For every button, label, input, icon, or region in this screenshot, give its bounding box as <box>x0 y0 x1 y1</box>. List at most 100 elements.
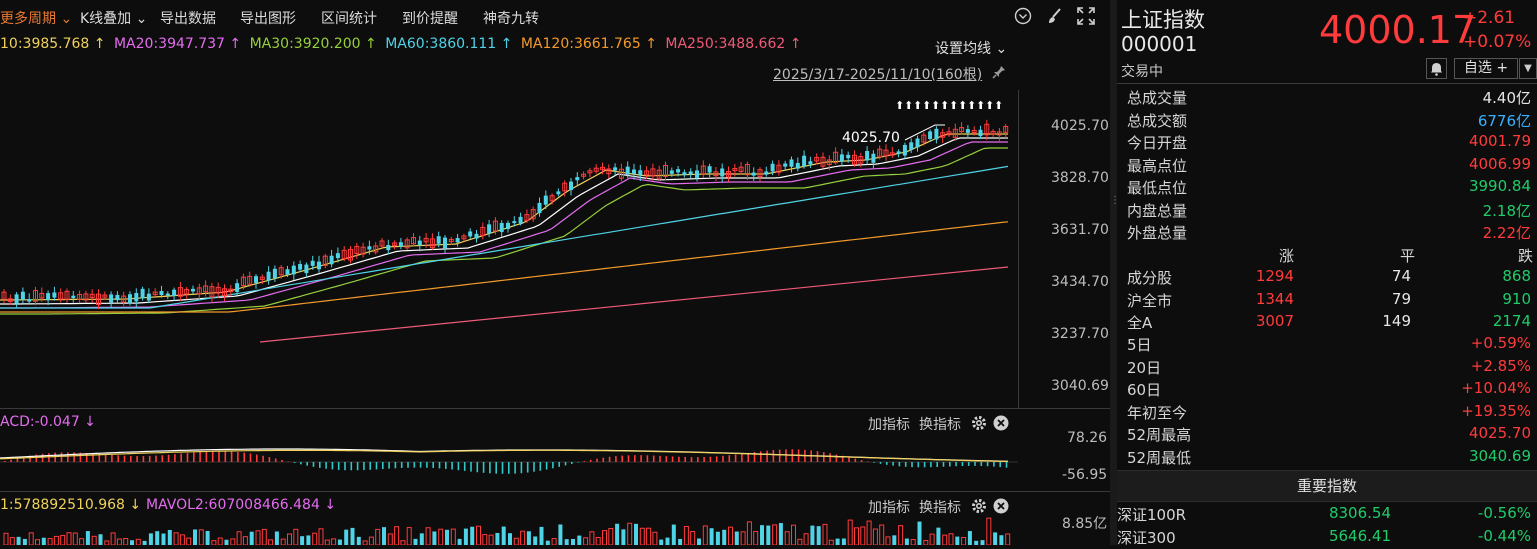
vol-swap-indicator-button[interactable]: 换指标 <box>919 500 961 516</box>
period-label: 20日 <box>1127 358 1162 377</box>
candle-down <box>20 291 25 300</box>
macd-bar <box>167 454 170 462</box>
ma-settings-button[interactable]: 设置均线 ⌄ <box>935 41 1008 57</box>
gear-icon[interactable] <box>971 415 987 435</box>
macd-swap-indicator-button[interactable]: 换指标 <box>919 417 961 433</box>
candle-down <box>317 261 321 270</box>
macd-bar <box>123 455 126 462</box>
macd-bar <box>533 462 535 472</box>
period-value: 3040.69 <box>1468 446 1531 465</box>
bell-icon[interactable] <box>1426 58 1447 79</box>
stat-label: 最高点位 <box>1127 156 1188 175</box>
volume-bar <box>866 520 872 545</box>
macd-bar <box>174 454 176 462</box>
volume-bar <box>173 532 179 545</box>
pin-icon[interactable] <box>991 64 1007 80</box>
candle-down <box>455 238 460 243</box>
breadth-flat-header: 平 <box>1400 247 1416 265</box>
candle-up <box>152 291 158 296</box>
candle-up <box>700 165 706 175</box>
more-period-menu[interactable]: 更多周期 ⌄ <box>0 11 73 27</box>
volume-bar <box>885 536 891 545</box>
macd-bar <box>256 454 258 462</box>
ma-settings-label: 设置均线 <box>935 41 991 57</box>
chevron-down-circle-icon[interactable] <box>1013 6 1033 26</box>
volume-bar <box>91 535 97 545</box>
macd-bar <box>211 451 214 462</box>
index-row[interactable]: 深证100R 8306.54 -0.56% <box>1117 504 1531 526</box>
index-code: 000001 <box>1121 32 1198 56</box>
kline-chart[interactable]: ⬆ ⬆ ⬆ ⬆ ⬆ ⬆ ⬆ ⬆ ⬆ ⬆ ⬆ ⬆ <box>0 90 1110 408</box>
volume-bar <box>828 539 834 545</box>
breadth-down-header: 跌 <box>1518 247 1534 265</box>
vol-add-indicator-button[interactable]: 加指标 <box>868 500 910 516</box>
magic-nine-button[interactable]: 神奇九转 <box>483 11 539 27</box>
candle-up <box>833 151 839 164</box>
splitter-handle-icon[interactable]: ⋮ <box>1110 195 1120 206</box>
stat-row: 内盘总量 2.18亿 <box>1127 200 1531 222</box>
more-period-label: 更多周期 <box>0 11 56 27</box>
volume-bar <box>639 527 645 545</box>
candle-up <box>946 131 952 136</box>
index-row[interactable]: 深证300 5646.41 -0.44% <box>1117 527 1531 549</box>
volume-bar <box>79 538 85 545</box>
candle-down <box>795 162 800 169</box>
macd-bar <box>526 462 529 473</box>
macd-bar <box>79 452 82 462</box>
candle-up <box>852 154 857 165</box>
macd-bar <box>155 455 157 462</box>
volume-bar <box>533 536 538 545</box>
macd-bar <box>249 453 252 462</box>
candle-up <box>83 293 89 301</box>
stat-label: 最低点位 <box>1127 179 1188 197</box>
price-axis-label: 3434.70 <box>1051 274 1109 290</box>
candle-up <box>883 149 889 157</box>
volume-bar <box>318 528 324 545</box>
range-stats-button[interactable]: 区间统计 <box>321 11 377 27</box>
volume-bar <box>847 519 853 545</box>
volume-bar <box>356 536 361 545</box>
volume-bar <box>551 538 557 545</box>
macd-add-indicator-button[interactable]: 加指标 <box>868 417 910 433</box>
gear-icon[interactable] <box>971 498 987 518</box>
signal-arrow: ⬆ <box>922 99 931 112</box>
stat-label: 内盘总量 <box>1127 201 1188 220</box>
fullscreen-icon[interactable] <box>1076 6 1096 26</box>
candle-down <box>625 166 630 175</box>
volume-bar <box>508 533 512 545</box>
breadth-up-count: 3007 <box>1255 312 1294 330</box>
candle-up <box>373 245 379 253</box>
volume-bar <box>929 533 935 545</box>
signal-arrow: ⬆ <box>904 99 913 112</box>
candle-up <box>480 226 486 236</box>
volume-bar <box>116 538 122 545</box>
breadth-row: 成分股 1294 74 868 <box>1127 267 1531 289</box>
candle-down <box>499 223 504 233</box>
watchlist-dropdown-icon[interactable]: ▼ <box>1519 58 1537 79</box>
close-icon[interactable] <box>993 415 1009 435</box>
brush-icon[interactable] <box>1045 6 1065 26</box>
macd-bar <box>615 456 617 462</box>
volume-bar <box>627 522 633 545</box>
macd-bar <box>867 461 869 462</box>
export-data-button[interactable]: 导出数据 <box>160 11 216 27</box>
ma60-line <box>0 165 1009 309</box>
ma-line <box>0 141 1008 309</box>
period-value: +0.59% <box>1470 334 1531 352</box>
volume-bar <box>445 529 449 545</box>
volume-bar <box>142 540 147 545</box>
index-row-change: -0.56% <box>1477 504 1531 522</box>
volume-bar <box>545 540 550 545</box>
close-icon[interactable] <box>993 498 1009 518</box>
signal-arrow: ⬆ <box>967 99 976 112</box>
export-chart-button[interactable]: 导出图形 <box>240 11 296 27</box>
candle-down <box>682 172 687 176</box>
k-overlay-menu[interactable]: K线叠加 ⌄ <box>80 11 148 27</box>
watchlist-button[interactable]: 自选 + <box>1454 58 1518 79</box>
price-alert-button[interactable]: 到价提醒 <box>402 11 458 27</box>
panel-splitter[interactable] <box>1110 0 1117 545</box>
signal-arrow: ⬆ <box>895 99 904 112</box>
volume-bar <box>898 525 904 545</box>
stat-value: 2.18亿 <box>1482 201 1531 220</box>
vol-axis-top: 8.85亿 <box>1062 516 1108 532</box>
